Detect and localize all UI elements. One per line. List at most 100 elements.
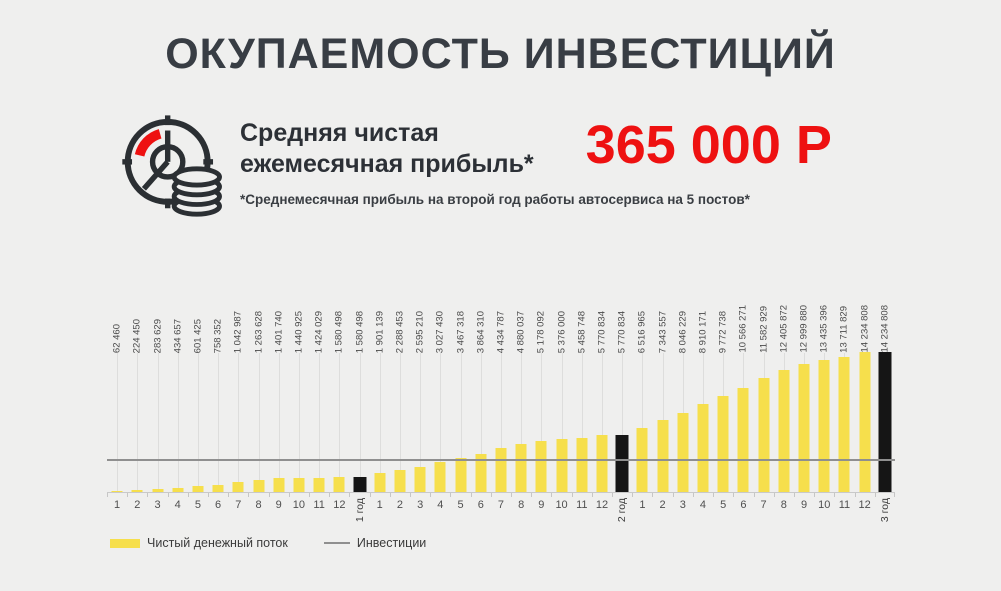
month-axis-label: 8 (255, 499, 262, 511)
cashflow-bar (657, 419, 669, 492)
cashflow-bar (798, 364, 810, 492)
bar-value-label: 8 910 171 (697, 310, 709, 353)
axis-tick (430, 493, 432, 497)
cashflow-bar (212, 484, 224, 492)
axis-tick (793, 493, 795, 497)
chart-plot (107, 352, 895, 493)
bar-value-label: 283 629 (152, 318, 163, 353)
bar-value-label: 3 027 430 (434, 310, 446, 353)
cashflow-bar (232, 481, 244, 492)
profit-footnote: *Среднемесячная прибыль на второй год ра… (240, 192, 750, 207)
gridline (197, 353, 199, 492)
cashflow-bar (192, 486, 204, 492)
legend-label-cashflow: Чистый денежный поток (147, 536, 288, 550)
bar-value-label: 1 580 498 (354, 310, 366, 353)
axis-tick (288, 493, 290, 497)
chart-legend: Чистый денежный поток Инвестиции (110, 536, 426, 550)
gridline (298, 353, 300, 492)
month-axis-label: 5 (720, 499, 727, 511)
chart-value-labels: 62 460 224 450 283 629 434 657 601 425 758 35… (107, 276, 895, 353)
bar-value-label: 1 042 987 (232, 310, 244, 353)
axis-tick (127, 493, 129, 497)
profit-header: Средняя чистая ежемесячная прибыль* 365 … (116, 110, 832, 218)
month-axis-label: 10 (818, 499, 831, 511)
axis-tick (490, 493, 492, 497)
axis-tick (814, 493, 816, 497)
axis-tick (571, 493, 573, 497)
cashflow-bar (515, 444, 527, 492)
month-axis-label: 5 (194, 499, 201, 511)
axis-tick (309, 493, 311, 497)
gridline (278, 353, 280, 492)
bar-value-label: 12 999 880 (798, 305, 810, 353)
bar-value-label: 2 595 210 (414, 310, 426, 353)
bar-value-label: 3 467 318 (455, 310, 467, 353)
axis-tick (733, 493, 735, 497)
axis-tick (187, 493, 189, 497)
cashflow-bar (576, 438, 588, 492)
axis-tick (692, 493, 694, 497)
year-total-bar (615, 435, 629, 492)
month-axis-label: 12 (595, 499, 609, 511)
bar-value-label: 62 460 (111, 323, 123, 353)
month-axis-label: 10 (292, 499, 306, 511)
month-axis-label: 3 (679, 499, 686, 511)
cashflow-bar (131, 489, 143, 492)
gridline (379, 353, 381, 492)
axis-tick (107, 493, 108, 497)
axis-tick (268, 493, 270, 497)
month-axis-label: 10 (555, 499, 568, 511)
gridline (440, 353, 442, 492)
year-axis-label: 3 год (878, 498, 891, 523)
cashflow-bar (535, 441, 547, 492)
cashflow-bar (475, 454, 487, 492)
month-axis-label: 4 (437, 499, 444, 511)
month-axis-label: 6 (215, 499, 222, 511)
year-axis-label: 2 год (616, 498, 629, 523)
bar-value-label: 1 263 628 (253, 310, 265, 353)
axis-tick (773, 493, 775, 497)
month-axis-label: 5 (457, 499, 464, 511)
axis-tick (208, 493, 210, 497)
gridline (480, 353, 482, 492)
gridline (500, 353, 502, 492)
axis-tick (167, 493, 169, 497)
cashflow-bar (253, 479, 265, 492)
bar-value-label: 3 864 310 (475, 310, 487, 353)
bar-value-label: 2 288 453 (394, 310, 406, 353)
profit-label: Средняя чистая ежемесячная прибыль* (240, 110, 534, 180)
bar-value-label: 8 046 229 (677, 310, 689, 353)
gridline (258, 353, 260, 492)
axis-tick (511, 493, 513, 497)
month-axis-label: 2 (396, 499, 403, 511)
bar-value-label: 14 234 808 (879, 305, 891, 353)
month-axis-label: 1 (114, 499, 121, 511)
month-axis-label: 11 (838, 499, 851, 511)
axis-tick (349, 493, 351, 497)
axis-tick (248, 493, 250, 497)
gridline (137, 353, 139, 492)
gridline (218, 353, 220, 492)
cashflow-bar (717, 395, 729, 492)
page-title: ОКУПАЕМОСТЬ ИНВЕСТИЦИЙ (165, 30, 836, 78)
axis-tick (410, 493, 412, 497)
month-axis-label: 12 (333, 499, 346, 511)
bar-value-label: 13 435 396 (818, 305, 830, 353)
axis-tick (389, 493, 391, 497)
month-axis-label: 9 (538, 499, 545, 511)
bar-value-label: 1 580 498 (333, 310, 345, 353)
investments-swatch-icon (323, 542, 350, 544)
stopwatch-coins-icon (116, 110, 228, 218)
gridline (157, 353, 159, 492)
gridline (581, 353, 583, 492)
axis-tick (753, 493, 755, 497)
axis-tick (551, 493, 553, 497)
axis-tick (450, 493, 452, 497)
axis-tick (591, 493, 593, 497)
cashflow-bar (414, 466, 426, 492)
cashflow-bar (374, 473, 386, 492)
legend-label-investments: Инвестиции (356, 536, 427, 550)
gridline (238, 353, 240, 492)
cashflow-bar (859, 352, 871, 492)
month-axis-label: 7 (235, 499, 242, 511)
